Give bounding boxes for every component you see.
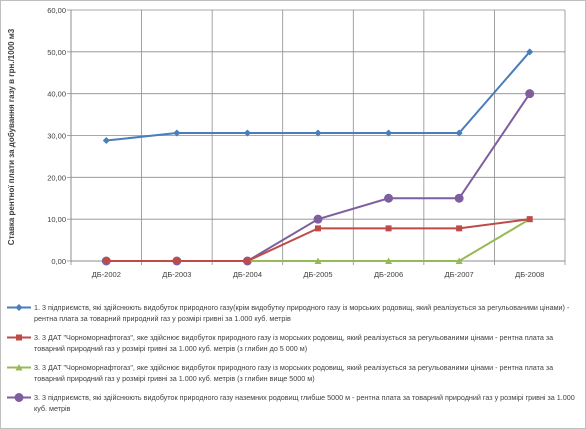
tick-layer: 0,00 10,00 20,00 30,00 40,00 50,00 60,00 ДБ-200… — [47, 6, 544, 279]
legend-item: 3. 3 ДАТ "Чорноморнафтогаз", яке здійсню… — [6, 332, 578, 354]
data-point — [385, 129, 393, 137]
series — [103, 216, 533, 264]
y-tick-label: 20,00 — [47, 173, 66, 182]
legend-swatch — [7, 334, 31, 341]
y-tick-label: 50,00 — [47, 48, 66, 57]
legend-item: 3. 3 ДАТ "Чорноморнафтогаз", яке здійсню… — [6, 362, 578, 384]
data-point — [314, 257, 322, 264]
legend-item: 3. 3 підприємств, які здійснюють видобут… — [6, 392, 578, 414]
data-point — [454, 193, 464, 203]
chart-plot: 0,00 10,00 20,00 30,00 40,00 50,00 60,00 ДБ-200… — [7, 6, 566, 279]
data-point — [314, 129, 322, 137]
legend-swatch — [7, 393, 31, 402]
legend-label: 1. 3 підприємств, які здійснюють видобут… — [34, 303, 570, 323]
y-tick-label: 0,00 — [51, 257, 66, 266]
legend-label: 3. 3 підприємств, які здійснюють видобут… — [34, 393, 575, 413]
legend-swatch — [7, 304, 31, 311]
data-point — [315, 225, 321, 232]
data-point — [526, 48, 534, 56]
data-point — [173, 129, 181, 137]
data-point — [16, 334, 22, 341]
legend-swatch — [7, 364, 31, 371]
y-tick-label: 10,00 — [47, 215, 66, 224]
x-tick-label: ДБ-2003 — [162, 270, 191, 279]
x-tick-label: ДБ-2002 — [92, 270, 121, 279]
data-point — [455, 129, 463, 137]
y-tick-label: 60,00 — [47, 6, 66, 15]
data-point — [244, 258, 251, 264]
data-point — [384, 193, 394, 203]
data-point — [102, 137, 110, 145]
x-tick-label: ДБ-2006 — [374, 270, 403, 279]
legend-item: 1. 3 підприємств, які здійснюють видобут… — [6, 302, 578, 324]
x-tick-label: ДБ-2005 — [303, 270, 332, 279]
series-line — [106, 51, 531, 142]
data-point — [173, 258, 180, 264]
legend-label: 3. 3 ДАТ "Чорноморнафтогаз", яке здійсню… — [34, 333, 554, 353]
data-point — [15, 304, 23, 311]
data-point — [526, 216, 533, 223]
data-point — [103, 258, 110, 264]
data-point — [15, 364, 23, 371]
data-point — [14, 393, 24, 402]
y-tick-label: 40,00 — [47, 90, 66, 99]
data-point — [385, 225, 392, 232]
data-point — [243, 129, 251, 137]
y-axis-label: Ставка рентної плати за добування газу в… — [7, 28, 16, 245]
data-point — [455, 257, 463, 264]
series — [102, 48, 534, 145]
y-tick-label: 30,00 — [47, 132, 66, 141]
legend: 1. 3 підприємств, які здійснюють видобут… — [6, 302, 578, 422]
data-point — [525, 89, 535, 99]
x-tick-label: ДБ-2008 — [515, 270, 544, 279]
x-tick-label: ДБ-2007 — [445, 270, 474, 279]
legend-label: 3. 3 ДАТ "Чорноморнафтогаз", яке здійсню… — [34, 363, 554, 383]
series-layer — [101, 48, 535, 266]
data-point — [385, 257, 393, 264]
data-point — [313, 214, 323, 224]
x-tick-label: ДБ-2004 — [233, 270, 262, 279]
data-point — [456, 225, 463, 232]
